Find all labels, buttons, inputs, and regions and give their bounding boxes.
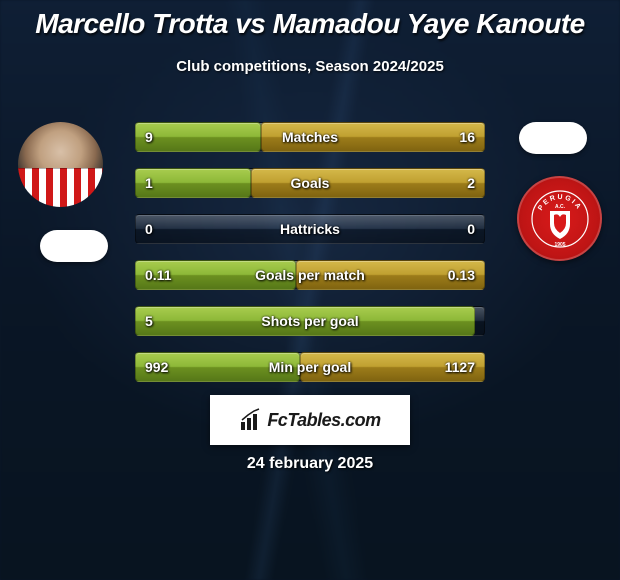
stat-label: Hattricks xyxy=(280,221,340,237)
stat-label: Matches xyxy=(282,129,338,145)
perugia-crest-icon: PERUGIA A.C. 1905 xyxy=(530,189,590,249)
svg-text:A.C.: A.C. xyxy=(555,204,566,210)
subtitle: Club competitions, Season 2024/2025 xyxy=(0,58,620,75)
bar-fill-right xyxy=(251,168,486,198)
date-text: 24 february 2025 xyxy=(247,455,373,473)
player-right-club-badge-placeholder xyxy=(519,122,587,154)
stat-row: 9 Matches 16 xyxy=(135,122,485,152)
stat-value-left: 5 xyxy=(145,313,153,329)
player-left-avatar xyxy=(18,122,103,207)
stat-value-left: 9 xyxy=(145,129,153,145)
player-left-club-badge xyxy=(40,230,108,262)
stat-row: 0.11 Goals per match 0.13 xyxy=(135,260,485,290)
stat-row: 992 Min per goal 1127 xyxy=(135,352,485,382)
stat-value-right: 16 xyxy=(459,129,475,145)
bar-fill-left xyxy=(135,122,261,152)
page-title: Marcello Trotta vs Mamadou Yaye Kanoute xyxy=(0,0,620,40)
stat-value-right: 0.13 xyxy=(448,267,475,283)
stat-value-left: 0.11 xyxy=(145,267,171,283)
svg-text:1905: 1905 xyxy=(554,242,565,248)
stat-label: Goals xyxy=(291,175,330,191)
bar-chart-icon xyxy=(239,408,263,432)
content-root: Marcello Trotta vs Mamadou Yaye Kanoute … xyxy=(0,0,620,580)
stat-value-right: 1127 xyxy=(445,359,475,375)
stat-label: Goals per match xyxy=(255,267,365,283)
fctables-text: FcTables.com xyxy=(267,410,380,431)
player-right-club-crest: PERUGIA A.C. 1905 xyxy=(517,176,602,261)
stat-value-left: 992 xyxy=(145,359,168,375)
stat-value-left: 1 xyxy=(145,175,153,191)
stat-row: 0 Hattricks 0 xyxy=(135,214,485,244)
stat-value-left: 0 xyxy=(145,221,153,237)
stat-label: Shots per goal xyxy=(261,313,358,329)
stats-bars: 9 Matches 16 1 Goals 2 0 Hattricks 0 0.11 Goals pe… xyxy=(135,122,485,398)
stat-value-right: 0 xyxy=(467,221,475,237)
stat-row: 1 Goals 2 xyxy=(135,168,485,198)
fctables-logo: FcTables.com xyxy=(210,395,410,445)
stat-value-right: 2 xyxy=(467,175,475,191)
stat-row: 5 Shots per goal xyxy=(135,306,485,336)
stat-label: Min per goal xyxy=(269,359,351,375)
